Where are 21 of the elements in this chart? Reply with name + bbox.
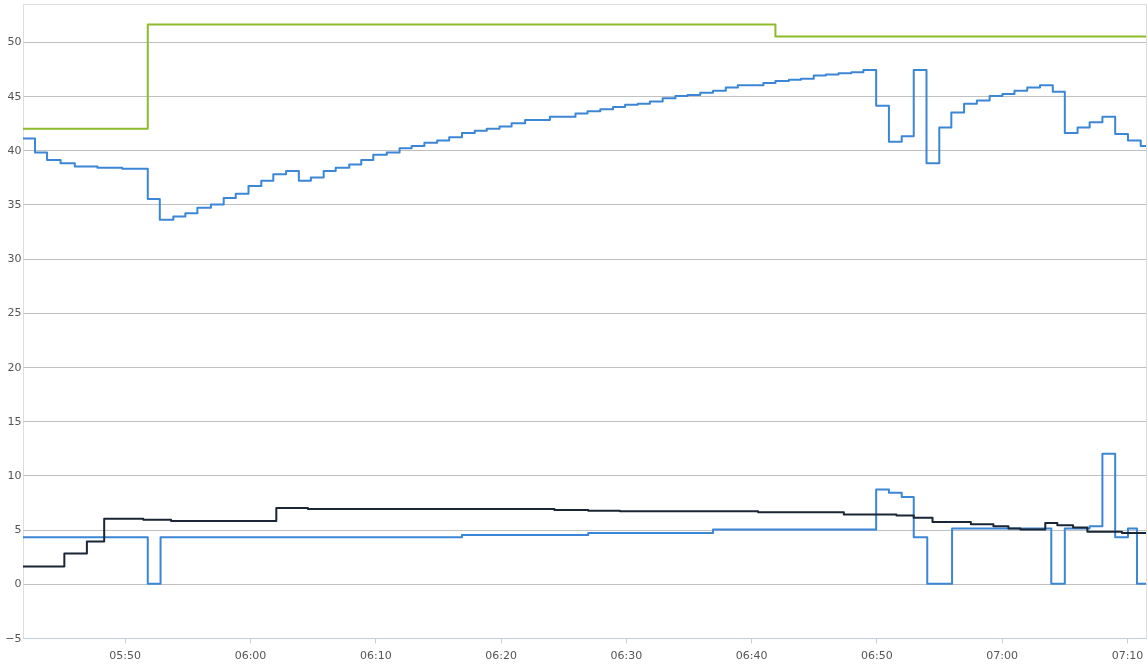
y-tick-label: 35 [7, 198, 22, 211]
x-tick-label: 06:00 [234, 648, 267, 662]
x-tick-label: 06:40 [735, 648, 768, 662]
x-tick-label: 05:50 [109, 648, 142, 662]
y-tick-label: 5 [14, 523, 22, 537]
y-tick-label: 20 [7, 360, 22, 374]
x-tick-label: 07:00 [986, 648, 1019, 662]
y-tick-label: 15 [7, 414, 22, 428]
x-tick-label: 07:10 [1111, 648, 1144, 662]
y-tick-label: 30 [7, 252, 22, 266]
x-tick-label: 06:50 [861, 648, 893, 662]
y-tick-label: 0 [14, 577, 22, 591]
y-tick-label: 50 [7, 35, 22, 49]
y-tick-label: 10 [7, 468, 22, 482]
y-tick-label: 45 [7, 89, 22, 103]
y-tick-label: −5 [5, 631, 22, 645]
x-tick-label: 06:20 [485, 648, 517, 662]
y-tick-label: 25 [7, 306, 22, 320]
x-tick-label: 06:10 [359, 648, 392, 662]
x-tick-label: 06:30 [610, 648, 643, 662]
y-tick-label: 40 [7, 143, 22, 157]
